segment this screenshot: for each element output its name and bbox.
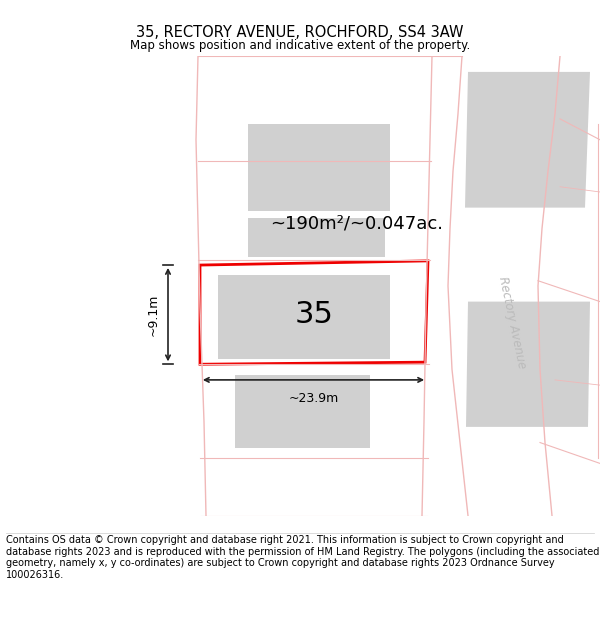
Polygon shape xyxy=(248,124,390,211)
Text: 35, RECTORY AVENUE, ROCHFORD, SS4 3AW: 35, RECTORY AVENUE, ROCHFORD, SS4 3AW xyxy=(136,25,464,40)
Polygon shape xyxy=(465,72,590,208)
Text: ~9.1m: ~9.1m xyxy=(147,294,160,336)
Text: ~190m²/~0.047ac.: ~190m²/~0.047ac. xyxy=(270,214,443,232)
Text: Contains OS data © Crown copyright and database right 2021. This information is : Contains OS data © Crown copyright and d… xyxy=(6,535,599,580)
Polygon shape xyxy=(218,276,390,359)
Polygon shape xyxy=(235,374,370,448)
Text: 35: 35 xyxy=(295,300,334,329)
Text: Rectory Avenue: Rectory Avenue xyxy=(496,275,528,370)
Polygon shape xyxy=(248,218,385,257)
Text: ~23.9m: ~23.9m xyxy=(289,392,338,406)
Polygon shape xyxy=(466,302,590,427)
Text: Map shows position and indicative extent of the property.: Map shows position and indicative extent… xyxy=(130,39,470,52)
